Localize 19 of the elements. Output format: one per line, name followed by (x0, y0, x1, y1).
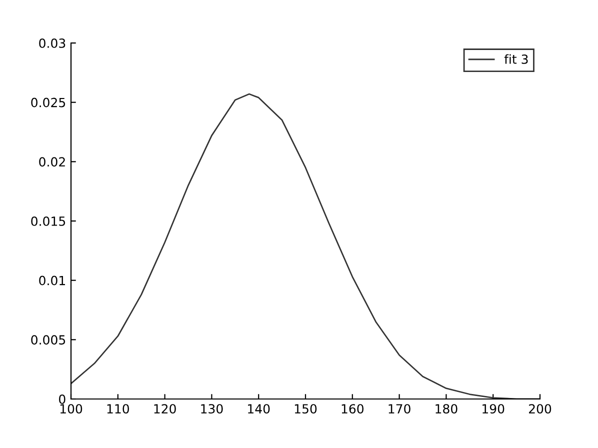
x-tick-label: 130 (201, 404, 223, 414)
legend-label: fit 3 (504, 54, 528, 64)
x-tick-label: 110 (107, 404, 129, 414)
y-tick-label: 0.03 (39, 38, 66, 48)
y-tick-label: 0 (59, 394, 66, 404)
y-tick-label: 0.005 (31, 335, 66, 345)
x-tick-label: 190 (482, 404, 504, 414)
y-tick-label: 0.025 (31, 98, 66, 108)
x-tick-label: 100 (60, 404, 82, 414)
y-tick-label: 0.02 (39, 157, 65, 167)
x-tick-label: 150 (294, 404, 317, 414)
y-tick-label: 0.01 (39, 276, 65, 286)
x-tick-label: 180 (436, 404, 458, 414)
x-tick-label: 160 (342, 404, 364, 414)
x-tick-label: 140 (248, 404, 270, 414)
y-tick-label: 0.015 (31, 216, 66, 226)
x-tick-label: 170 (388, 404, 410, 414)
x-tick-label: 120 (154, 404, 176, 414)
x-tick-label: 200 (528, 404, 552, 414)
